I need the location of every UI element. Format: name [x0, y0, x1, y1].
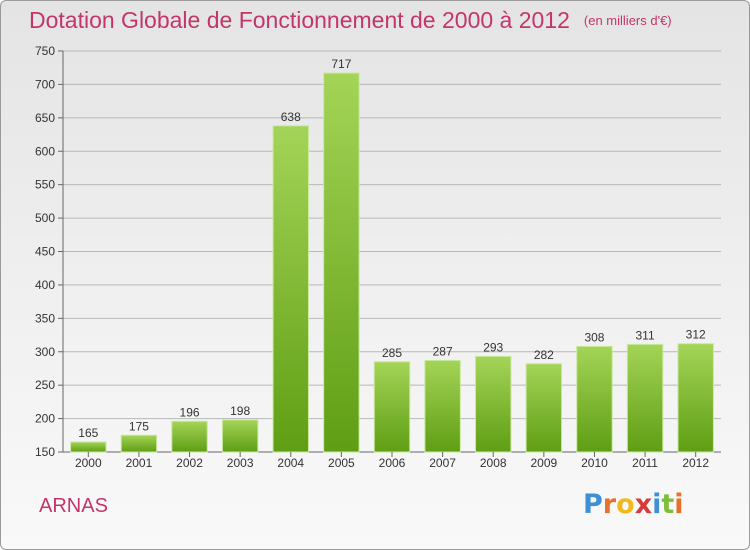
y-tick-label: 300: [35, 345, 55, 359]
y-tick-label: 400: [35, 278, 55, 292]
bar-2000: [70, 441, 107, 453]
bar-2006: [373, 361, 411, 453]
y-tick-label: 350: [35, 311, 55, 325]
y-tick-label: 700: [35, 77, 55, 91]
x-tick-label-2004: 2004: [277, 456, 304, 470]
y-tick-label: 600: [35, 144, 55, 158]
y-tick-label: 550: [35, 178, 55, 192]
bar-2012: [677, 343, 714, 453]
x-tick-label-2009: 2009: [530, 456, 557, 470]
x-tick-label-2010: 2010: [581, 456, 608, 470]
data-label-2009: 282: [534, 348, 554, 362]
x-tick-label-2011: 2011: [632, 456, 658, 470]
x-tick-labels: 2000 2001 2002 2003 2004 2005 2006 2007 2008 2009…: [75, 452, 709, 470]
bar-2011: [626, 343, 664, 453]
data-label-2002: 196: [180, 405, 200, 419]
x-tick-label-2005: 2005: [328, 456, 355, 470]
title-text: Dotation Globale de Fonctionnement de 20…: [29, 7, 570, 33]
bar-2009: [525, 363, 563, 453]
logo-letter: x: [634, 489, 653, 520]
x-tick-label-2002: 2002: [176, 456, 203, 470]
commune-name: ARNAS: [39, 495, 108, 517]
x-tick-label-2003: 2003: [227, 456, 254, 470]
bar-2004: [272, 125, 309, 453]
bar-2001: [120, 434, 158, 453]
x-tick-label-2008: 2008: [480, 456, 507, 470]
data-label-2003: 198: [230, 404, 250, 418]
y-tick-label: 450: [35, 245, 55, 259]
logo-letter: t: [661, 489, 675, 520]
chart-title: Dotation Globale de Fonctionnement de 20…: [29, 7, 672, 34]
data-label-2001: 175: [129, 419, 149, 433]
proxiti-logo[interactable]: Proxiti: [583, 489, 684, 520]
unit-label: (en milliers d'€): [583, 13, 672, 28]
y-tick-label: 750: [35, 44, 55, 58]
logo-letter: r: [602, 489, 617, 520]
data-label-2007: 287: [433, 344, 453, 358]
bar-2003: [221, 419, 259, 453]
bar-2008: [475, 355, 512, 453]
data-label-2012: 312: [686, 328, 706, 342]
data-label-2004: 638: [281, 110, 301, 124]
bar-2010: [576, 345, 613, 453]
bars: [70, 72, 714, 453]
x-tick-label-2000: 2000: [75, 456, 102, 470]
data-label-2000: 165: [78, 426, 98, 440]
logo-letter: o: [616, 489, 635, 520]
y-tick-label: 650: [35, 111, 55, 125]
x-tick-label-2001: 2001: [126, 456, 153, 470]
data-label-2005: 717: [331, 57, 351, 71]
bar-2002: [171, 420, 208, 453]
y-tick-label: 200: [35, 412, 55, 426]
data-label-2011: 311: [636, 328, 655, 342]
x-tick-label-2012: 2012: [682, 456, 709, 470]
data-label-2006: 285: [382, 346, 402, 360]
logo-letter: P: [583, 489, 603, 520]
y-tick-label: 250: [35, 378, 55, 392]
bar-2005: [323, 72, 360, 453]
y-tick-labels: 150 200 250 300 350 400 450 500 550 600 650 700 750: [35, 44, 55, 459]
logo-letter: i: [652, 489, 662, 520]
y-tick-label: 500: [35, 211, 55, 225]
logo-letter: i: [674, 489, 684, 520]
x-tick-label-2007: 2007: [429, 456, 456, 470]
data-labels: 165 175 196 198 638 717 285 287 293 282 308 311 312: [78, 57, 706, 440]
x-tick-label-2006: 2006: [379, 456, 406, 470]
data-label-2010: 308: [584, 330, 604, 344]
data-label-2008: 293: [483, 340, 503, 354]
y-tick-label: 150: [35, 445, 55, 459]
bar-2007: [424, 359, 461, 453]
